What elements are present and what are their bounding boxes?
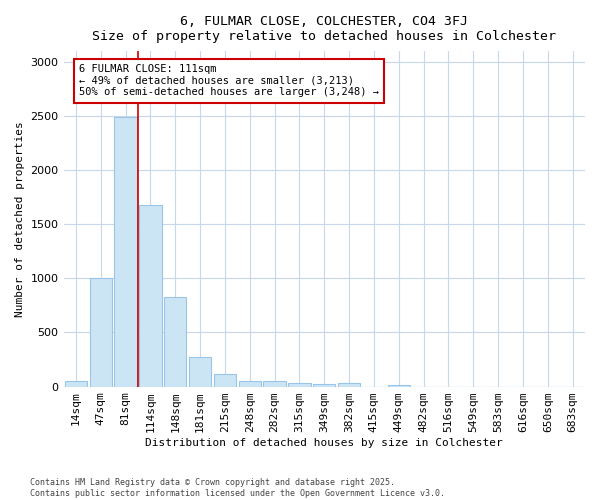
Text: Contains HM Land Registry data © Crown copyright and database right 2025.
Contai: Contains HM Land Registry data © Crown c… xyxy=(30,478,445,498)
Bar xyxy=(89,278,112,386)
Bar xyxy=(239,380,261,386)
Bar xyxy=(139,205,161,386)
Bar xyxy=(288,383,311,386)
Bar xyxy=(115,117,137,386)
Text: 6 FULMAR CLOSE: 111sqm
← 49% of detached houses are smaller (3,213)
50% of semi-: 6 FULMAR CLOSE: 111sqm ← 49% of detached… xyxy=(79,64,379,98)
Y-axis label: Number of detached properties: Number of detached properties xyxy=(15,121,25,316)
X-axis label: Distribution of detached houses by size in Colchester: Distribution of detached houses by size … xyxy=(145,438,503,448)
Bar xyxy=(338,384,360,386)
Bar xyxy=(164,297,187,386)
Bar xyxy=(313,384,335,386)
Bar xyxy=(388,384,410,386)
Bar xyxy=(263,381,286,386)
Bar xyxy=(214,374,236,386)
Title: 6, FULMAR CLOSE, COLCHESTER, CO4 3FJ
Size of property relative to detached house: 6, FULMAR CLOSE, COLCHESTER, CO4 3FJ Siz… xyxy=(92,15,556,43)
Bar xyxy=(189,358,211,386)
Bar xyxy=(65,381,87,386)
